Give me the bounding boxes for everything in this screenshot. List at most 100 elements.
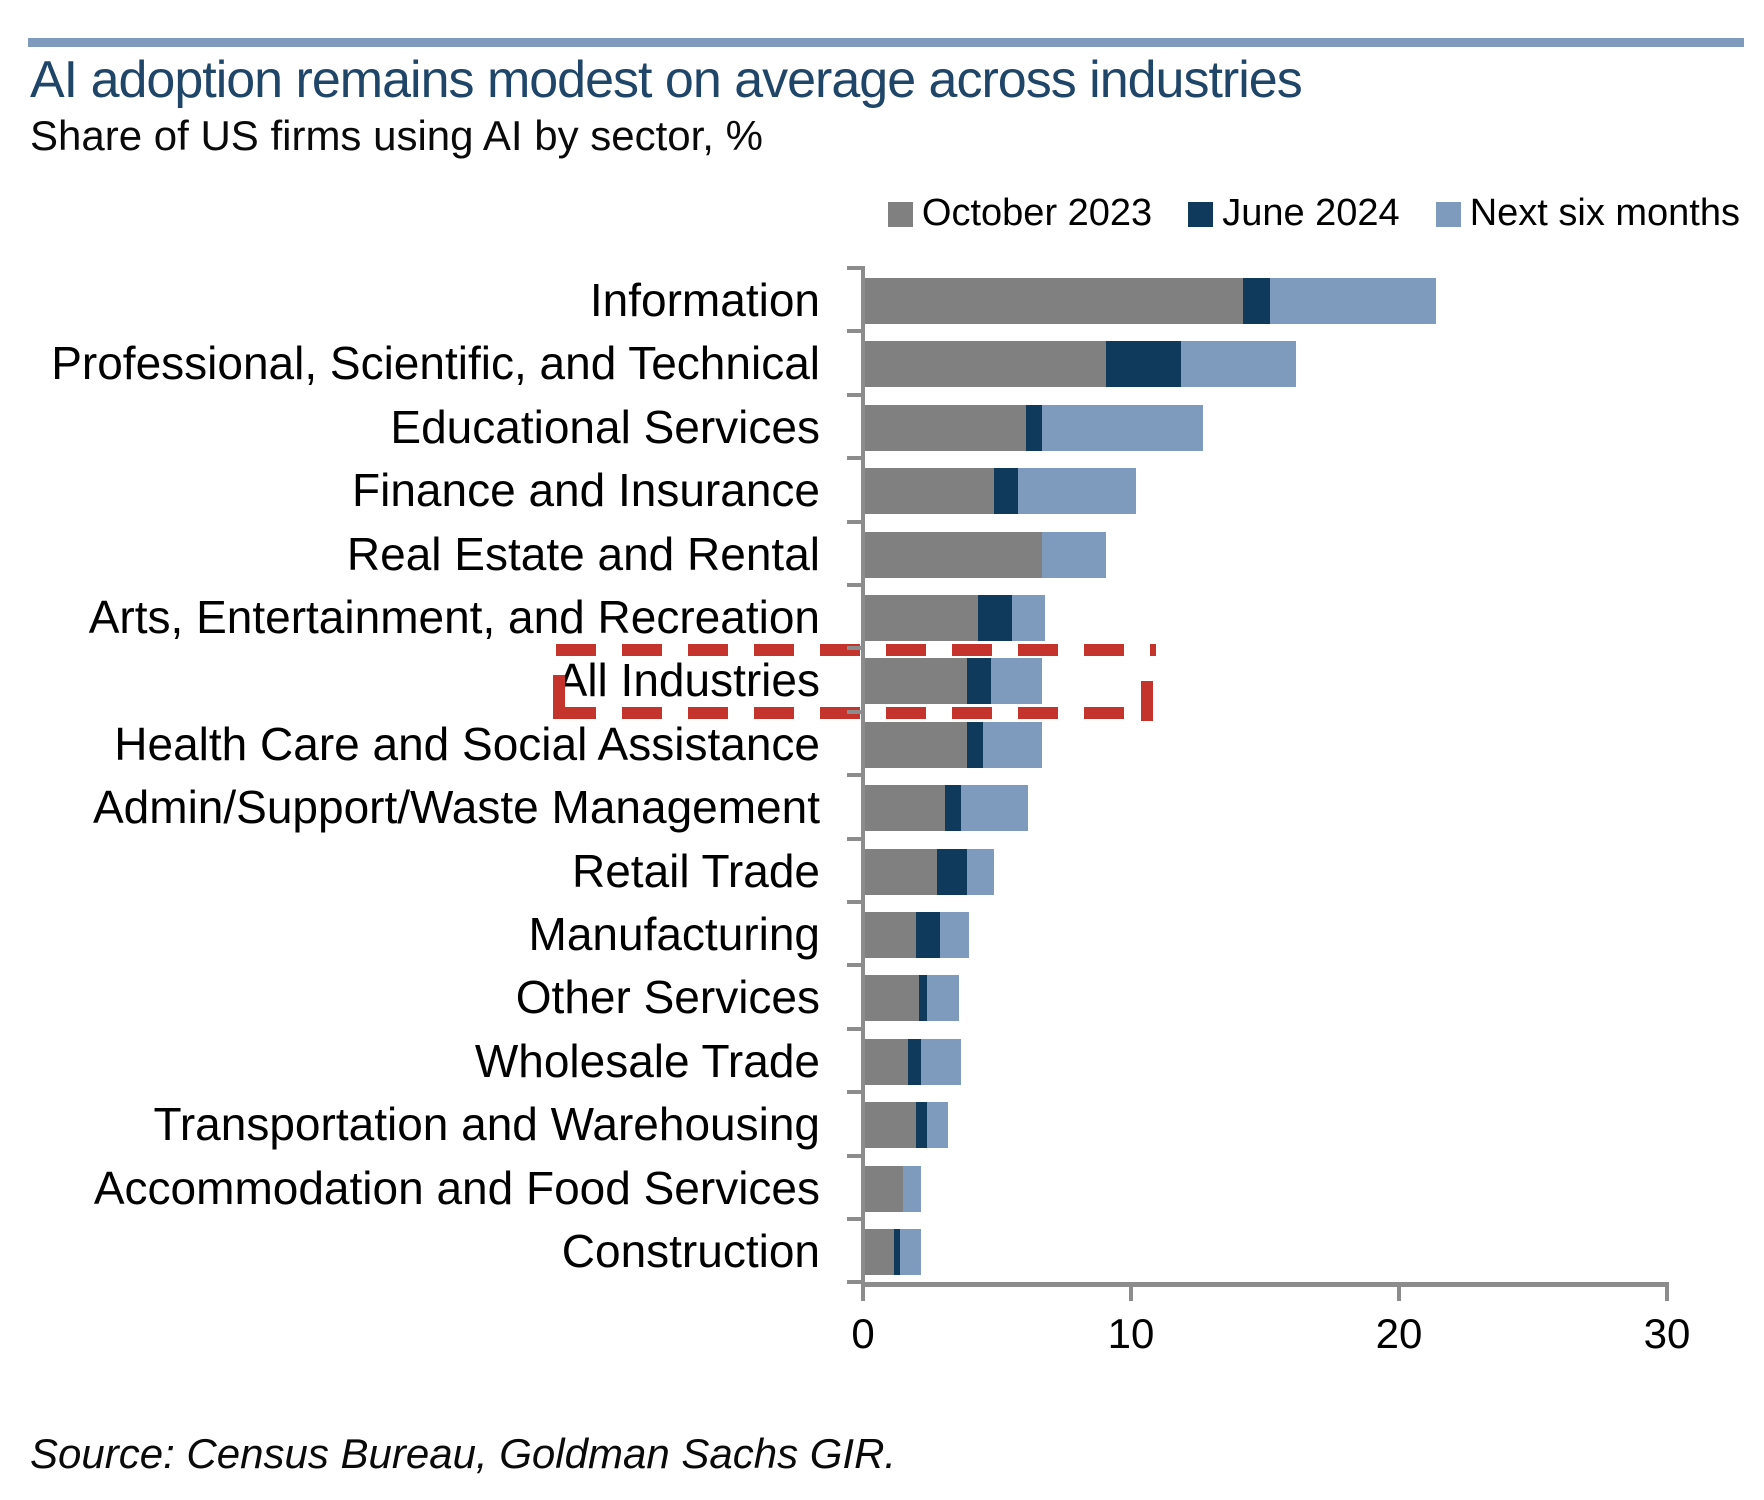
- x-axis-tick: [1129, 1287, 1133, 1301]
- bar-segment-next-six-months: [899, 1229, 922, 1275]
- bar-segment-june-2024: [907, 1038, 922, 1085]
- y-axis-tick: [847, 519, 861, 524]
- y-axis-tick: [847, 1026, 861, 1031]
- bar-segment-next-six-months: [990, 658, 1042, 705]
- y-axis-tick: [847, 963, 861, 968]
- bar-segment-october-2023: [865, 1038, 908, 1085]
- category-label: Admin/Support/Waste Management: [93, 781, 820, 834]
- chart-row: Information: [0, 268, 1764, 331]
- y-axis-tick: [847, 456, 861, 461]
- chart-row: Manufacturing: [0, 902, 1764, 965]
- bar-segment-june-2024: [915, 912, 941, 958]
- bar-segment-next-six-months: [966, 848, 994, 895]
- highlight-box-right-stub: [1141, 681, 1153, 721]
- x-axis-tick: [861, 1287, 865, 1301]
- chart-row: Retail Trade: [0, 839, 1764, 902]
- y-axis-tick: [847, 392, 861, 397]
- stacked-bar: [865, 341, 1297, 388]
- y-axis-tick: [847, 1280, 861, 1285]
- category-label: Construction: [561, 1225, 820, 1277]
- y-axis-tick: [847, 709, 861, 714]
- y-axis-line: [861, 266, 865, 1284]
- bar-segment-june-2024: [918, 975, 927, 1022]
- chart-row: Health Care and Social Assistance: [0, 712, 1764, 775]
- bar-segment-october-2023: [865, 785, 946, 832]
- legend-item-june-2024: June 2024: [1188, 192, 1400, 235]
- bar-segment-june-2024: [966, 658, 991, 705]
- bar-segment-next-six-months: [926, 975, 959, 1022]
- chart-row: Other Services: [0, 965, 1764, 1028]
- bar-segment-next-six-months: [1017, 468, 1136, 515]
- chart-row: Transportation and Warehousing: [0, 1092, 1764, 1155]
- x-tick-label: 30: [1643, 1310, 1691, 1357]
- x-tick-label: 10: [1107, 1310, 1155, 1357]
- bar-segment-june-2024: [915, 1102, 927, 1149]
- stacked-bar: [865, 1165, 922, 1212]
- bar-segment-october-2023: [865, 658, 967, 705]
- bar-segment-next-six-months: [926, 1102, 949, 1149]
- chart-row: Real Estate and Rental: [0, 522, 1764, 585]
- bar-segment-next-six-months: [1269, 278, 1436, 324]
- legend-swatch-june-2024: [1188, 202, 1214, 227]
- y-axis-tick: [847, 1153, 861, 1158]
- bar-segment-october-2023: [865, 404, 1026, 451]
- x-tick-label: 0: [851, 1310, 875, 1357]
- accent-rule: [28, 38, 1744, 47]
- bar-segment-october-2023: [865, 721, 967, 768]
- bar-segment-october-2023: [865, 912, 916, 958]
- stacked-bar: [865, 848, 994, 895]
- highlight-box-left-stub: [553, 675, 565, 719]
- bar-segment-june-2024: [1242, 278, 1270, 324]
- bar-segment-next-six-months: [961, 785, 1029, 832]
- bar-segment-june-2024: [945, 785, 962, 832]
- category-label: Arts, Entertainment, and Recreation: [88, 591, 820, 643]
- chart-row: Professional, Scientific, and Technical: [0, 331, 1764, 394]
- bar-segment-next-six-months: [1012, 595, 1045, 641]
- y-axis-tick: [847, 836, 861, 841]
- bar-segment-october-2023: [865, 848, 938, 895]
- category-label: Information: [589, 274, 820, 326]
- y-axis-tick: [847, 266, 861, 270]
- bar-segment-october-2023: [865, 595, 978, 641]
- category-label: Accommodation and Food Services: [93, 1161, 820, 1214]
- category-label: Manufacturing: [528, 908, 821, 960]
- x-axis-tick: [1665, 1287, 1669, 1301]
- bar-segment-june-2024: [894, 1229, 900, 1275]
- bar-segment-october-2023: [865, 341, 1107, 388]
- bar-segment-june-2024: [966, 721, 983, 768]
- bar-segment-next-six-months: [1041, 531, 1107, 578]
- category-label: Transportation and Warehousing: [153, 1098, 820, 1151]
- y-axis-tick: [847, 900, 861, 904]
- chart-subtitle: Share of US firms using AI by sector, %: [30, 112, 763, 159]
- bar-segment-june-2024: [993, 468, 1018, 515]
- plot-area: Information Professional, Scientific, and…: [0, 268, 1764, 1284]
- stacked-bar: [865, 658, 1042, 705]
- stacked-bar: [865, 468, 1136, 515]
- bar-segment-next-six-months: [921, 1038, 962, 1085]
- chart-row: Educational Services: [0, 395, 1764, 458]
- bar-segment-october-2023: [865, 468, 994, 515]
- x-tick-label: 20: [1375, 1310, 1423, 1357]
- stacked-bar: [865, 912, 970, 958]
- chart-row: Accommodation and Food Services: [0, 1156, 1764, 1219]
- stacked-bar: [865, 975, 959, 1022]
- bar-segment-october-2023: [865, 278, 1243, 324]
- legend-label: Next six months: [1469, 192, 1740, 234]
- y-axis-tick: [847, 1217, 861, 1221]
- category-label: Wholesale Trade: [474, 1034, 820, 1087]
- bar-segment-october-2023: [865, 1229, 895, 1275]
- chart-row: All Industries: [0, 648, 1764, 711]
- stacked-bar: [865, 404, 1203, 451]
- legend-swatch-october-2023: [887, 202, 913, 227]
- legend-label: June 2024: [1222, 192, 1400, 234]
- legend: October 2023 June 2024 Next six months: [887, 192, 1740, 235]
- chart-row: Admin/Support/Waste Management: [0, 775, 1764, 838]
- chart-row: Finance and Insurance: [0, 458, 1764, 521]
- category-label: Finance and Insurance: [352, 464, 820, 517]
- legend-label: October 2023: [921, 192, 1153, 234]
- bar-segment-june-2024: [937, 848, 967, 895]
- bar-segment-june-2024: [1106, 341, 1182, 388]
- stacked-bar: [865, 278, 1436, 324]
- chart-row: Arts, Entertainment, and Recreation: [0, 585, 1764, 648]
- bar-segment-october-2023: [865, 975, 919, 1022]
